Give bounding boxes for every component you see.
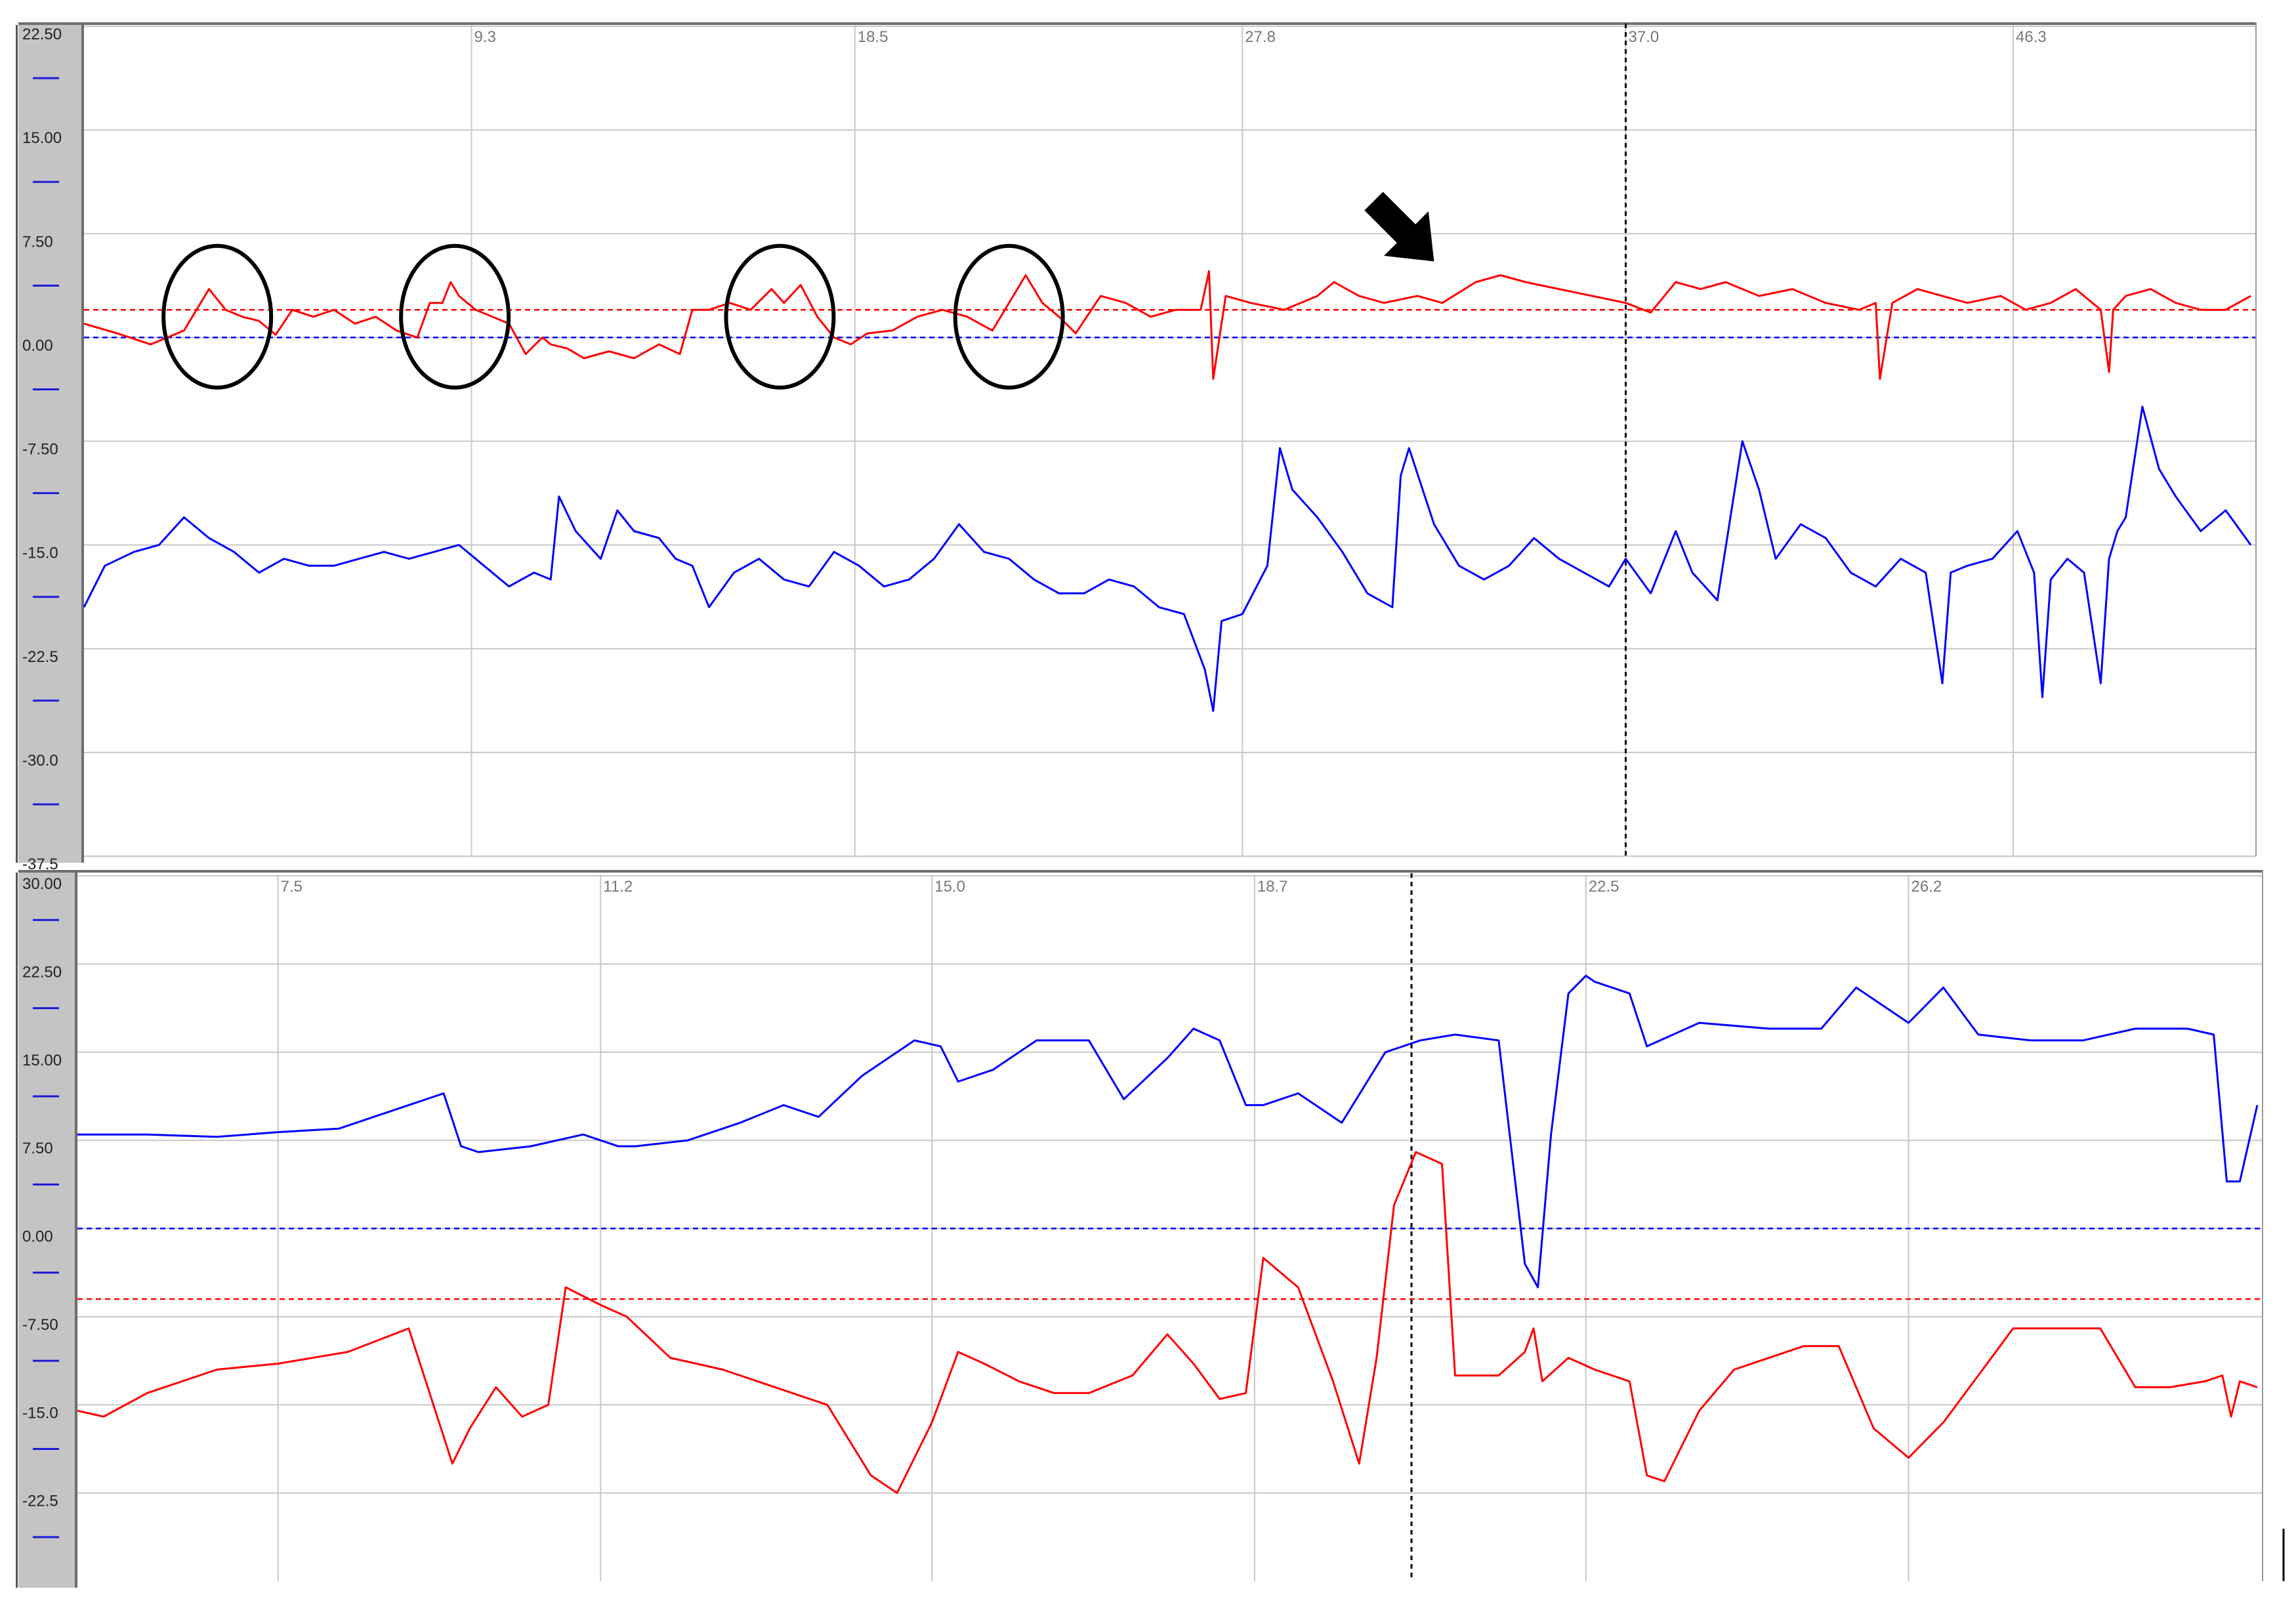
highlight-circle (161, 243, 274, 390)
x-tick-label: 11.2 (603, 878, 633, 896)
top-frame (18, 22, 2256, 25)
y-tick-label: -7.50 (22, 1316, 58, 1334)
y-tick-label: -22.5 (22, 1493, 58, 1510)
top-frame (18, 870, 2263, 873)
y-tick-label: 7.50 (22, 233, 53, 251)
x-tick-label: 46.3 (2016, 28, 2047, 46)
bottom-panel: 30.00 22.50 15.00 7.50 0.00 -7.50 -15.0 -22.5 7.… (16, 870, 2263, 1588)
y-tick-label: -15.0 (22, 1404, 58, 1422)
series-line-red (77, 1151, 2258, 1495)
y-tick-label: 7.50 (22, 1140, 53, 1157)
x-tick-label: 37.0 (1629, 28, 1659, 46)
y-tick-label: 15.00 (22, 129, 62, 147)
y-axis-border (81, 25, 84, 863)
left-frame (16, 25, 18, 863)
x-tick-label: 15.0 (934, 878, 965, 896)
arrow-shape (1364, 192, 1434, 262)
x-tick-label: 9.3 (474, 28, 496, 46)
y-tick-label: -30.0 (22, 752, 58, 770)
y-tick-label: 22.50 (22, 26, 62, 43)
series-line-blue (77, 974, 2259, 1289)
y-tick-label: 0.00 (22, 337, 53, 354)
x-tick-label: 7.5 (281, 878, 303, 896)
y-tick-label: 15.00 (22, 1052, 62, 1069)
x-tick-label: 22.5 (1589, 878, 1619, 896)
y-tick-label: -7.50 (22, 441, 58, 459)
x-tick-label: 18.7 (1257, 878, 1288, 896)
series-line-blue (83, 405, 2252, 713)
x-tick-label: 18.5 (858, 28, 888, 46)
y-tick-label: 0.00 (22, 1228, 53, 1246)
y-tick-label: -22.5 (22, 648, 58, 666)
highlight-circle (399, 243, 511, 390)
left-frame (16, 873, 18, 1588)
series-line-red (83, 270, 2251, 381)
arrow-marker (1364, 192, 1434, 262)
y-axis-border (75, 873, 77, 1588)
top-panel: 22.5015.007.500.00-7.50-15.0-22.5-30.0-3… (16, 22, 2257, 873)
y-tick-label: -15.0 (22, 545, 58, 562)
y-axis-panel (18, 25, 84, 863)
y-axis-panel (18, 873, 77, 1588)
highlight-circle (953, 243, 1065, 390)
x-tick-label: 26.2 (1911, 878, 1942, 896)
y-tick-label: 30.00 (22, 875, 62, 893)
highlight-circle (724, 243, 836, 390)
y-tick-label: 22.50 (22, 963, 62, 981)
x-tick-label: 27.8 (1245, 28, 1276, 46)
